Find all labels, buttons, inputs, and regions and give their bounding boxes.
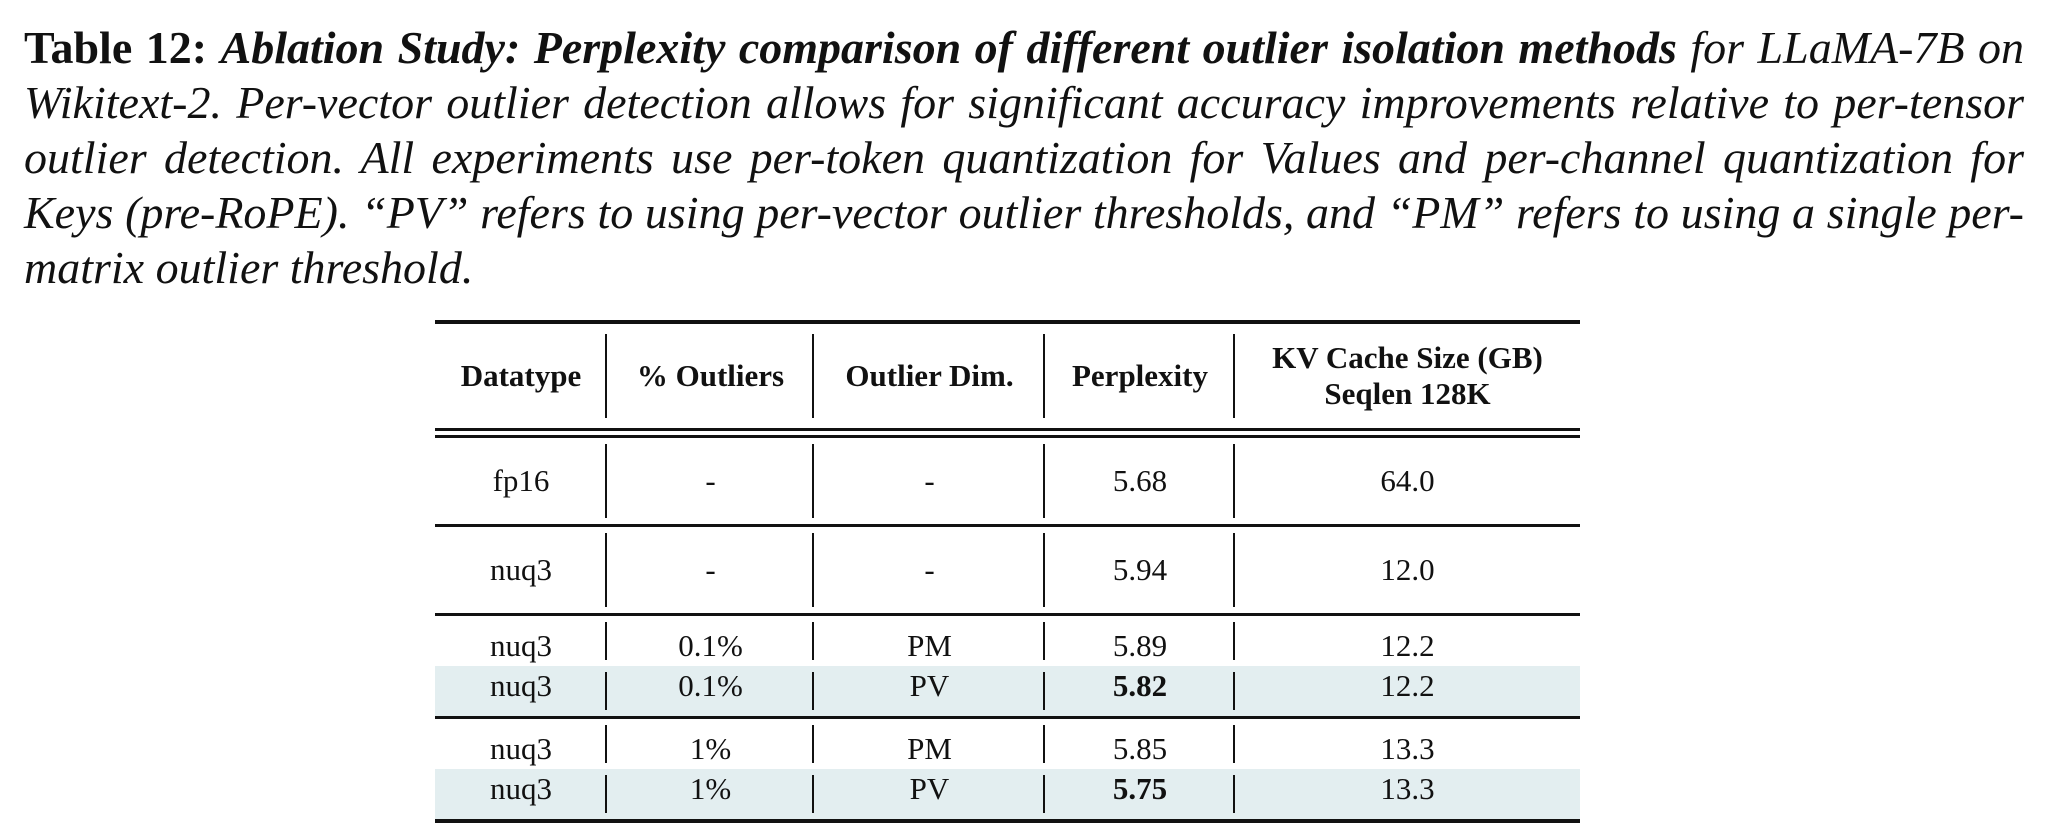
- table-row: nuq3 1% PM 5.85 13.3: [435, 718, 1580, 770]
- header-cell: KV Cache Size (GB) Seqlen 128K: [1235, 322, 1580, 433]
- table-cell: 12.2: [1380, 628, 1435, 663]
- row-group: nuq3 0.1% PM 5.89 12.2 nuq3 0.1% PV 5.82 12.2: [435, 614, 1580, 718]
- table-cell: nuq3: [435, 526, 607, 615]
- table-cell: -: [607, 526, 814, 615]
- table-cell: 12.0: [1380, 552, 1435, 587]
- table-cell: 12.2: [1235, 666, 1580, 718]
- table-cell: 5.85: [1045, 718, 1235, 770]
- table-cell: -: [814, 526, 1045, 615]
- header-line: % Outliers: [636, 358, 785, 393]
- table-cell: 0.1%: [607, 615, 814, 667]
- header-line: Datatype: [460, 358, 582, 393]
- table-cell: 5.94: [1045, 526, 1235, 615]
- header-line: Outlier Dim.: [845, 358, 1014, 393]
- caption-title: Ablation Study: Perplexity comparison of…: [220, 22, 1677, 73]
- table-cell: 5.82: [1045, 666, 1235, 718]
- table-row: nuq3 1% PV 5.75 13.3: [435, 769, 1580, 821]
- header-line: Perplexity: [1071, 358, 1208, 393]
- table-row: fp16- -5.68 64.0: [435, 433, 1580, 526]
- table-cell: PM: [814, 718, 1045, 770]
- caption-text: for LLaMA-7B on Wikitext-2. Per-vector o…: [24, 22, 2025, 293]
- table-row: nuq3 0.1% PV 5.82 12.2: [435, 666, 1580, 718]
- table-caption: Table 12: Ablation Study: Perplexity com…: [24, 20, 2024, 295]
- table-cell: nuq3: [435, 718, 607, 770]
- row-group: fp16- -5.68 64.0: [435, 433, 1580, 526]
- table-cell: PV: [814, 769, 1045, 821]
- table-cell: PV: [814, 666, 1045, 718]
- table-cell: 64.0: [1380, 463, 1435, 498]
- table-cell: fp16: [435, 433, 607, 526]
- caption-label: Table 12:: [24, 22, 208, 73]
- header-cell: % Outliers: [607, 322, 814, 433]
- row-group: nuq3- -5.94 12.0: [435, 525, 1580, 615]
- table-row: nuq3- -5.94 12.0: [435, 526, 1580, 615]
- table-cell: nuq3: [435, 615, 607, 667]
- results-table: Datatype % Outliers Outlier Dim. Perplexity…: [435, 320, 1580, 823]
- header-line: Seqlen 128K: [1324, 376, 1491, 411]
- table-cell: 13.3: [1380, 731, 1435, 766]
- header-cell: Datatype: [435, 322, 607, 433]
- table-cell: 13.3: [1235, 769, 1580, 821]
- header-line: KV Cache Size (GB): [1272, 340, 1543, 375]
- header-cell: Perplexity: [1045, 322, 1235, 433]
- row-group: nuq3 1% PM 5.85 13.3 nuq3 1% PV 5.75 13.3: [435, 717, 1580, 821]
- table-header: Datatype % Outliers Outlier Dim. Perplexity…: [435, 322, 1580, 433]
- table-cell: 0.1%: [607, 666, 814, 718]
- table-cell: nuq3: [435, 769, 607, 821]
- table-cell: 1%: [607, 718, 814, 770]
- table-cell: -: [814, 433, 1045, 526]
- table-cell: 5.75: [1045, 769, 1235, 821]
- table-cell: 1%: [607, 769, 814, 821]
- table-cell: -: [607, 433, 814, 526]
- header-cell: Outlier Dim.: [814, 322, 1045, 433]
- table-cell: nuq3: [435, 666, 607, 718]
- table-cell: PM: [814, 615, 1045, 667]
- table-row: nuq3 0.1% PM 5.89 12.2: [435, 615, 1580, 667]
- header-row: Datatype % Outliers Outlier Dim. Perplexity…: [435, 322, 1580, 433]
- table-cell: 5.89: [1045, 615, 1235, 667]
- table-cell: 5.68: [1045, 433, 1235, 526]
